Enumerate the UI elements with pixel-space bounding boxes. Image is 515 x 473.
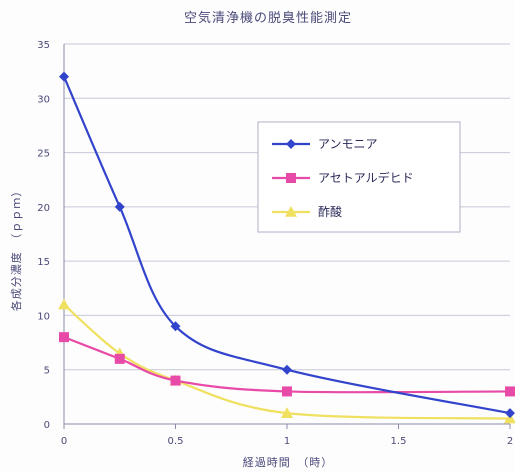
- y-tick-label: 35: [37, 40, 50, 51]
- series-line: [62, 76, 511, 415]
- legend-entry-label: 酢酸: [318, 204, 342, 219]
- x-tick-label: 0: [61, 436, 67, 447]
- data-point: [59, 332, 69, 343]
- y-axis-label: 各成分濃度 （ｐｐｍ）: [9, 185, 23, 312]
- chart-title: 空気清浄機の脱臭性能測定: [184, 10, 352, 26]
- data-point: [282, 364, 292, 375]
- data-point: [114, 353, 125, 364]
- x-tick-label: 2: [507, 436, 513, 447]
- legend-entry-label: アセトアルデヒド: [318, 170, 414, 185]
- y-tick-label: 25: [37, 149, 50, 160]
- series-1: [59, 332, 515, 397]
- y-tick-label: 20: [37, 203, 50, 214]
- y-tick-label: 0: [44, 420, 50, 431]
- series-layer: [58, 71, 515, 424]
- series-line: [63, 303, 511, 420]
- data-point: [282, 386, 292, 397]
- x-tick-label: 1.5: [391, 436, 407, 447]
- legend-swatch-marker: [286, 139, 296, 149]
- data-point: [504, 412, 515, 424]
- y-tick-label: 15: [37, 257, 50, 268]
- data-point: [170, 375, 181, 386]
- y-tick-label: 10: [37, 311, 50, 322]
- x-tick-label: 0.5: [168, 436, 184, 447]
- data-point: [505, 386, 515, 397]
- legend-swatch-marker: [285, 206, 297, 217]
- data-point: [170, 321, 181, 332]
- axis-layer: 0 5 10 15 20 25 30 35 0 0.5 1 1.5 2: [37, 40, 513, 447]
- x-tick-label: 1: [284, 436, 290, 447]
- data-point: [58, 298, 70, 310]
- data-point: [114, 201, 125, 212]
- y-tick-label: 5: [44, 366, 50, 377]
- legend-swatch-marker: [286, 173, 296, 183]
- data-point: [505, 408, 515, 419]
- y-tick-label: 30: [37, 94, 50, 105]
- series-0: [59, 71, 515, 419]
- series-line: [63, 336, 511, 394]
- data-point: [59, 71, 69, 82]
- x-axis-label: 経過時間 （時）: [243, 456, 334, 469]
- legend-entry-label: アンモニア: [318, 137, 378, 151]
- data-point: [281, 407, 293, 418]
